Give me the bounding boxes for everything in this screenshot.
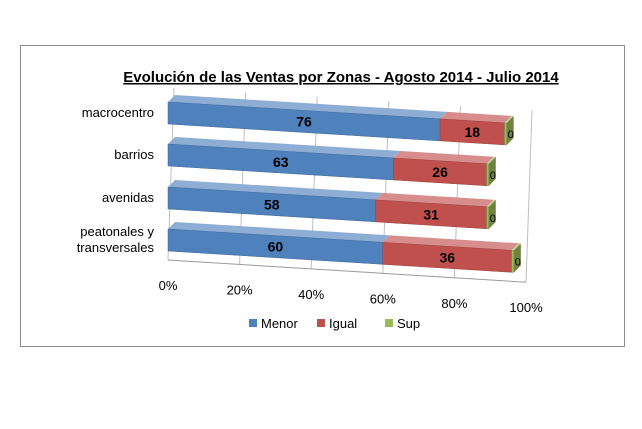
data-label: 58 [264,196,280,212]
bar-top [486,156,496,164]
bar-segment [504,122,507,146]
legend-swatch [385,319,393,327]
bar-top [168,95,448,119]
bar-end [513,243,521,273]
gridline [525,110,533,283]
data-label: 0 [490,213,496,225]
legend-label: Sup [397,316,420,331]
data-label: 36 [439,249,455,265]
legend-label: Igual [329,316,357,331]
x-tick-label: 60% [370,291,396,306]
data-labels: 76 18 0 63 26 0 58 31 0 60 36 0 [264,113,521,268]
bar-top [393,150,494,164]
x-tick-label: 40% [298,287,324,302]
category-label: transversales [77,240,155,255]
data-label: 76 [296,113,312,129]
category-labels: macrocentro barrios avenidas peatonales ytr… [77,105,155,255]
bar-top [511,243,521,251]
category-label: barrios [114,147,154,162]
legend: Menor Igual Sup [249,316,420,331]
chart-frame: 76 18 0 63 26 0 58 31 0 60 36 0 macrocentro barrios a… [20,45,625,347]
x-tick-label: 20% [227,282,253,297]
bar-top [440,111,512,123]
data-label: 26 [432,164,448,180]
bar-end [488,199,496,229]
data-label: 63 [273,154,289,170]
bar-top [375,192,494,207]
bar-segment [511,250,515,273]
x-tick-label: 100% [509,300,543,315]
legend-swatch [249,319,257,327]
data-label: 0 [515,256,521,268]
bar-segment [486,206,490,230]
x-tick-label: 0% [159,278,178,293]
data-label: 18 [465,124,481,140]
category-label: macrocentro [82,105,154,120]
bar-top [382,235,519,251]
x-tick-labels: 0% 20% 40% 60% 80% 100% [159,278,543,315]
bars [167,95,521,273]
bar-top [168,137,401,158]
x-tick-label: 80% [441,296,467,311]
bar-top [504,115,514,123]
category-label: peatonales y [80,224,154,239]
chart-svg: 76 18 0 63 26 0 58 31 0 60 36 0 macrocentro barrios a… [77,69,560,331]
data-label: 31 [423,206,439,222]
data-label: 60 [268,239,284,255]
legend-label: Menor [261,316,299,331]
legend-swatch [317,319,325,327]
data-label: 0 [490,170,496,182]
bar-segment [486,163,490,187]
category-label: avenidas [102,190,155,205]
bar-end [488,156,496,186]
bar-top [486,199,496,207]
bar-top [168,180,383,200]
bar-top [168,222,390,243]
chart-title: Evolución de las Ventas por Zonas - Agos… [123,69,559,86]
bar-end [506,115,514,145]
data-label: 0 [508,129,514,141]
floor-line [167,259,527,283]
